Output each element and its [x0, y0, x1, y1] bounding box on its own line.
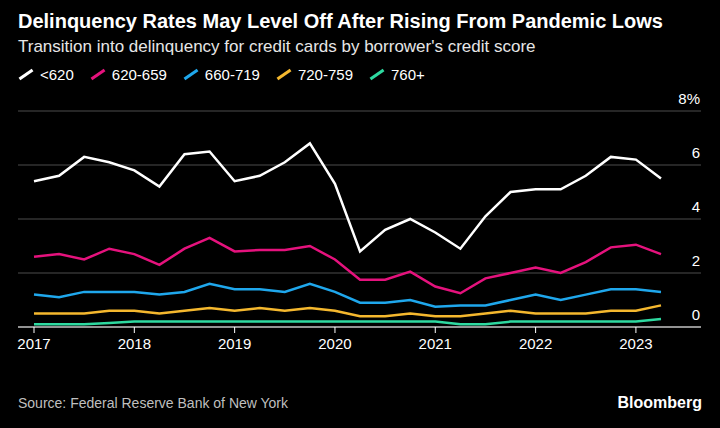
svg-text:2023: 2023	[619, 335, 652, 352]
html-text:Source: Federal Reserve Bank o: Source: Federal Reserve Bank of New York	[18, 395, 288, 411]
html-text:Delinquency Rates May Level Of: Delinquency Rates May Level Off After Ri…	[18, 10, 663, 32]
svg-text:2017: 2017	[17, 335, 50, 352]
html-text:Bloomberg: Bloomberg	[617, 394, 702, 411]
html-text:760+: 760+	[391, 65, 425, 83]
svg-text:8%: 8%	[678, 90, 700, 107]
svg-text:2018: 2018	[118, 335, 151, 352]
html-text:660-719: 660-719	[204, 65, 260, 83]
svg-text:2021: 2021	[419, 335, 452, 352]
svg-text:2019: 2019	[218, 335, 251, 352]
svg-text:4: 4	[692, 198, 700, 215]
html-text:<620: <620	[40, 65, 74, 83]
svg-text:2: 2	[692, 252, 700, 269]
svg-text:2022: 2022	[519, 335, 552, 352]
svg-text:6: 6	[692, 144, 700, 161]
html-text:720-759: 720-759	[297, 65, 353, 83]
svg-text:0: 0	[692, 306, 700, 323]
html-text:Transition into delinquency fo: Transition into delinquency for credit c…	[18, 37, 536, 56]
html-text:620-659: 620-659	[111, 65, 167, 83]
svg-text:2020: 2020	[318, 335, 351, 352]
